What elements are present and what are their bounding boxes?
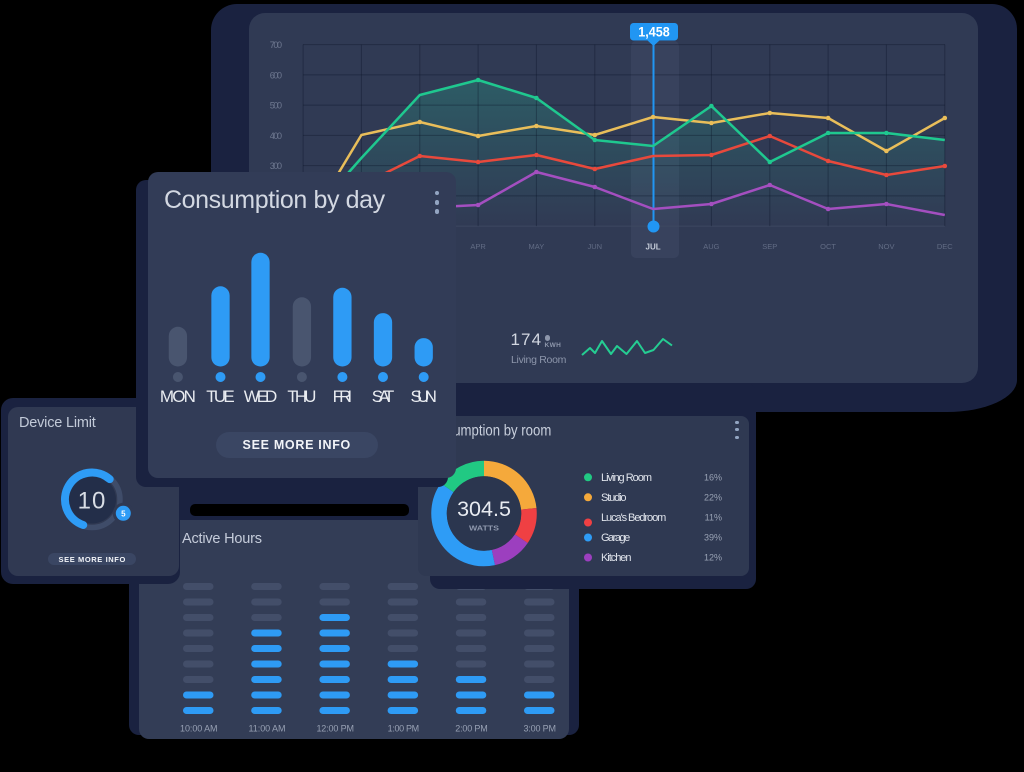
svg-text:Living Room: Living Room [601, 472, 652, 484]
svg-text:2:00 PM: 2:00 PM [455, 724, 488, 734]
svg-text:APR: APR [470, 242, 486, 251]
svg-text:10:00 AM: 10:00 AM [180, 724, 218, 734]
svg-text:THU: THU [287, 387, 316, 406]
svg-text:SAT: SAT [372, 387, 395, 406]
svg-text:Garage: Garage [601, 532, 630, 544]
svg-text:1,458: 1,458 [638, 25, 670, 40]
svg-text:OCT: OCT [820, 242, 836, 251]
svg-text:WATTS: WATTS [469, 524, 499, 533]
svg-text:JUN: JUN [588, 242, 603, 251]
svg-text:1:00 PM: 1:00 PM [388, 724, 420, 734]
svg-text:304.5: 304.5 [457, 497, 511, 521]
svg-text:5: 5 [121, 509, 126, 518]
svg-text:SEP: SEP [762, 242, 777, 251]
svg-text:JUL: JUL [646, 243, 661, 252]
svg-text:Studio: Studio [601, 492, 627, 504]
svg-text:300: 300 [270, 161, 282, 171]
svg-text:500: 500 [270, 101, 282, 111]
svg-text:12:00 PM: 12:00 PM [316, 724, 354, 734]
svg-text:700: 700 [270, 40, 282, 50]
svg-text:22%: 22% [704, 493, 722, 503]
svg-text:11:00 AM: 11:00 AM [249, 724, 286, 734]
svg-text:Kitchen: Kitchen [601, 552, 632, 564]
svg-text:12%: 12% [704, 553, 722, 563]
svg-text:10: 10 [78, 488, 107, 515]
svg-text:3:00 PM: 3:00 PM [523, 724, 556, 734]
svg-text:DEC: DEC [937, 242, 953, 251]
svg-text:11%: 11% [705, 513, 722, 523]
svg-text:MAY: MAY [529, 242, 545, 251]
svg-text:WED: WED [244, 387, 278, 406]
svg-text:16%: 16% [704, 473, 722, 483]
svg-text:400: 400 [270, 131, 282, 141]
svg-text:NOV: NOV [878, 242, 894, 251]
svg-text:39%: 39% [704, 533, 722, 543]
svg-text:Luca's Bedroom: Luca's Bedroom [601, 512, 666, 524]
svg-text:600: 600 [270, 70, 282, 80]
svg-text:SUN: SUN [410, 387, 437, 406]
svg-text:MON: MON [160, 387, 196, 406]
svg-text:TUE: TUE [206, 387, 235, 406]
svg-text:AUG: AUG [703, 242, 719, 251]
svg-text:FRI: FRI [333, 387, 353, 406]
